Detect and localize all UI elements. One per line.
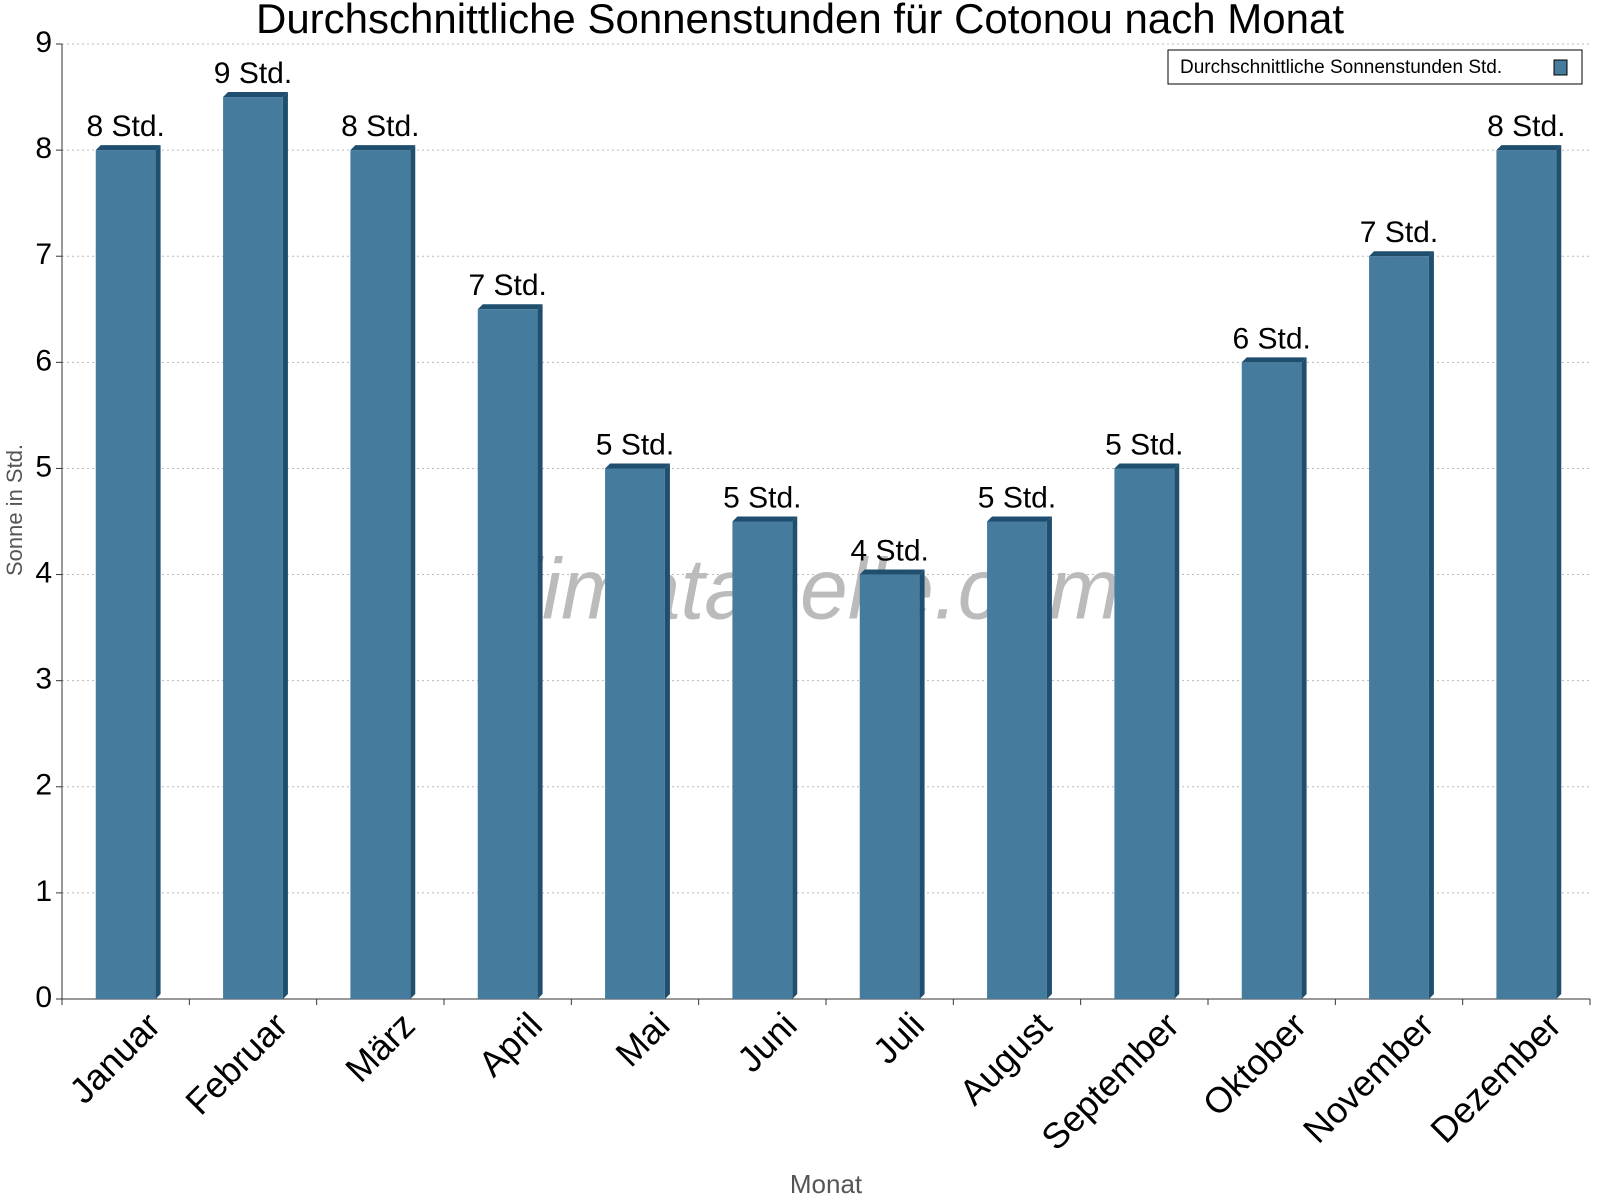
legend-swatch — [1553, 59, 1568, 76]
bar — [1114, 468, 1175, 999]
bar-top — [1369, 251, 1434, 257]
bar — [987, 521, 1047, 999]
bar-top — [477, 304, 543, 310]
bar-side — [1428, 251, 1434, 999]
y-axis-label: Sonne in Std. — [2, 444, 27, 576]
value-label: 7 Std. — [1360, 216, 1438, 249]
value-label: 7 Std. — [468, 269, 546, 302]
legend-label: Durchschnittliche Sonnenstunden Std. — [1180, 57, 1502, 78]
bar — [1496, 150, 1557, 1000]
value-label: 5 Std. — [978, 481, 1056, 514]
y-tick-label: 5 — [35, 450, 52, 483]
y-tick-label: 7 — [35, 238, 52, 271]
bar-side — [1046, 516, 1052, 999]
bar-side — [919, 569, 925, 999]
bar-side — [410, 145, 416, 1000]
bar-top — [605, 463, 670, 469]
bar — [1241, 362, 1302, 999]
bar-side — [1556, 145, 1562, 1000]
bar-top — [859, 569, 925, 575]
x-tick-label: Dezember — [1422, 1004, 1568, 1150]
y-tick-label: 9 — [35, 26, 52, 59]
x-tick-label: August — [951, 1004, 1059, 1112]
y-tick-label: 2 — [35, 769, 52, 802]
bar-top — [732, 516, 798, 522]
y-tick-label: 0 — [35, 981, 52, 1014]
bar — [477, 309, 538, 999]
bar-side — [282, 92, 288, 1000]
bar — [605, 468, 665, 999]
bar-top — [223, 92, 288, 98]
bar — [859, 574, 920, 999]
bar-top — [987, 516, 1052, 522]
x-tick-label: Februar — [177, 1004, 295, 1122]
value-label: 4 Std. — [850, 534, 928, 567]
bar — [350, 150, 411, 1000]
x-tick-label: Juli — [865, 1004, 932, 1071]
bar-top — [95, 145, 161, 151]
x-axis-label: Monat — [790, 1169, 863, 1199]
x-tick-label: Oktober — [1195, 1004, 1315, 1124]
value-label: 8 Std. — [341, 110, 419, 143]
x-tick-label: Juni — [729, 1004, 805, 1080]
legend: Durchschnittliche Sonnenstunden Std. — [1167, 49, 1583, 85]
y-tick-label: 1 — [35, 875, 52, 908]
bar — [223, 97, 283, 1000]
x-tick-label: März — [337, 1004, 423, 1090]
x-tick-label: Mai — [607, 1004, 677, 1074]
y-tick-label: 6 — [35, 344, 52, 377]
bar-side — [537, 304, 543, 999]
y-tick-label: 4 — [35, 556, 52, 589]
value-label: 6 Std. — [1232, 322, 1310, 355]
legend-box — [1167, 49, 1583, 85]
bar-side — [1301, 357, 1307, 999]
bar-side — [664, 463, 670, 999]
y-tick-label: 3 — [35, 663, 52, 696]
bar-top — [350, 145, 416, 151]
bar-side — [1174, 463, 1180, 999]
value-label: 9 Std. — [214, 57, 292, 90]
bar — [732, 521, 793, 999]
chart-title: Durchschnittliche Sonnenstunden für Coto… — [256, 0, 1344, 42]
y-tick-label: 8 — [35, 132, 52, 165]
bar-top — [1241, 357, 1307, 363]
bar — [95, 150, 156, 1000]
value-label: 8 Std. — [1487, 110, 1565, 143]
bar-top — [1114, 463, 1180, 469]
bar-side — [155, 145, 161, 1000]
x-tick-label: September — [1033, 1004, 1187, 1158]
value-label: 8 Std. — [86, 110, 164, 143]
value-label: 5 Std. — [723, 481, 801, 514]
bar-top — [1496, 145, 1562, 151]
bar-side — [792, 516, 798, 999]
value-label: 5 Std. — [1105, 428, 1183, 461]
x-tick-label: November — [1295, 1004, 1441, 1150]
x-tick-label: Januar — [61, 1004, 168, 1111]
bar — [1369, 256, 1429, 999]
x-tick-label: April — [470, 1004, 550, 1084]
value-label: 5 Std. — [596, 428, 674, 461]
